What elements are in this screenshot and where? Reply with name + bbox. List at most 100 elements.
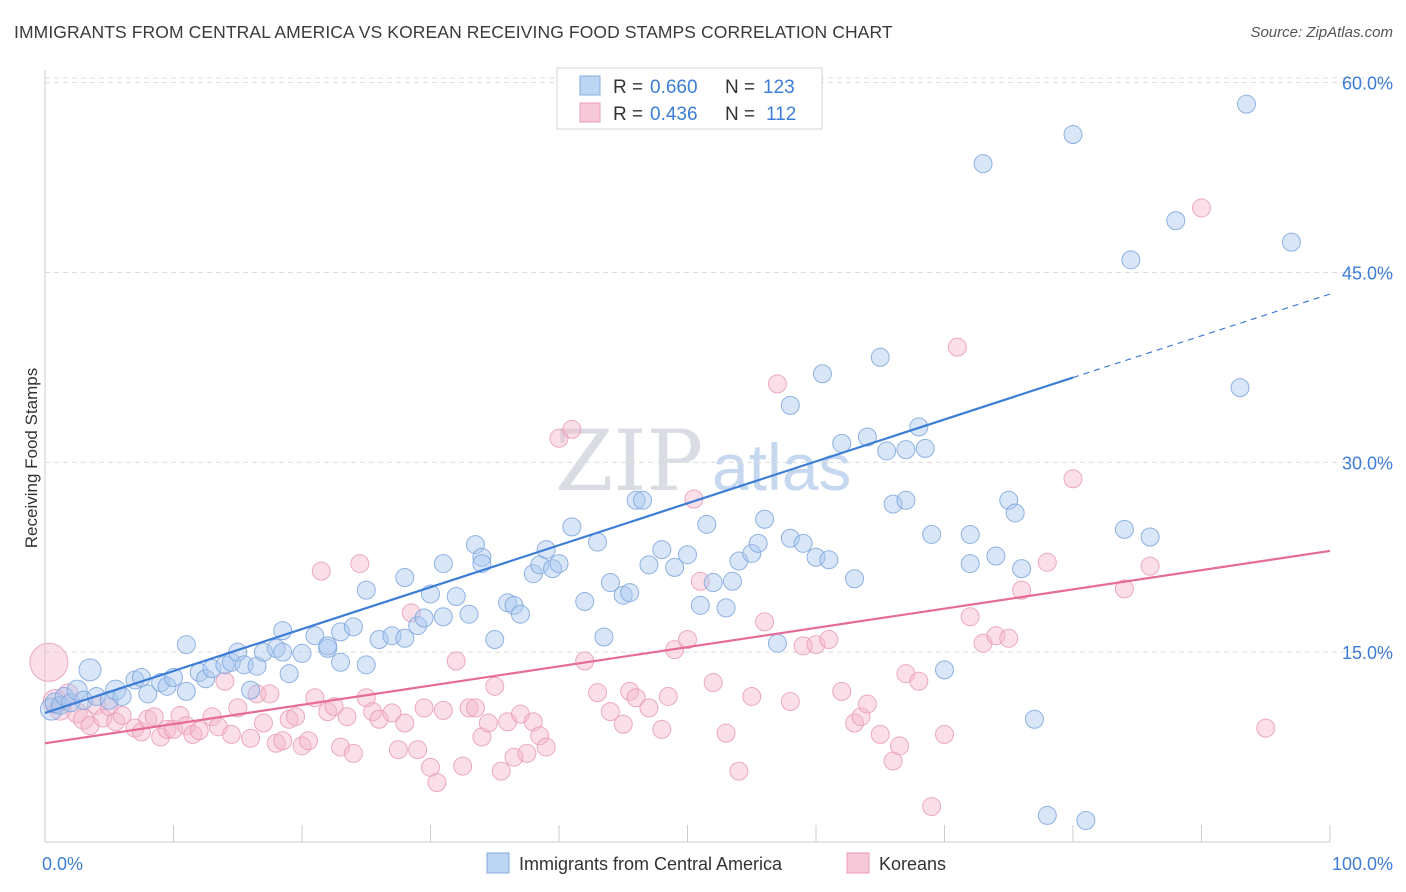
pink-points-point-118 — [1140, 556, 1160, 576]
pink-points-point-100 — [851, 707, 871, 727]
legend-blue-n-value: 123 — [763, 77, 795, 98]
source-label: Source: ZipAtlas.com — [1250, 24, 1393, 41]
pink-points-point-70 — [523, 712, 543, 732]
blue-points-point-119 — [1121, 250, 1141, 270]
pink-points-point-83 — [658, 686, 678, 706]
pink-points-point-35 — [286, 707, 306, 727]
blue-points-point-32 — [273, 621, 293, 641]
blue-points-point-91 — [793, 533, 813, 553]
pink-points-point-50 — [388, 740, 408, 760]
pink-points-point-81 — [639, 698, 659, 718]
trend-line-koreans — [44, 549, 1331, 745]
blue-points-point-57 — [485, 630, 505, 650]
pink-points-point-71 — [530, 726, 550, 746]
blue-points-point-46 — [395, 628, 415, 648]
pink-points-point-107 — [922, 797, 942, 817]
pink-points-point-114 — [1012, 580, 1032, 600]
pink-points-point-47 — [363, 702, 383, 722]
blue-points-point-42 — [356, 655, 376, 675]
blue-points-point-70 — [600, 573, 620, 593]
pink-points-point-98 — [832, 681, 852, 701]
pink-points-point-88 — [703, 673, 723, 693]
legend-blue-swatch — [579, 75, 601, 96]
blue-points-point-54 — [465, 535, 485, 555]
blue-points-point-121 — [1166, 211, 1186, 231]
blue-points-point-122 — [1230, 378, 1250, 398]
blue-points-point-31 — [273, 642, 293, 662]
pink-points-point-72 — [536, 737, 556, 757]
pink-points-point-30 — [253, 713, 273, 733]
blue-points-point-19 — [176, 635, 196, 655]
blue-points-point-83 — [722, 571, 742, 591]
watermark: ZIP atlas — [555, 412, 851, 510]
blue-points-point-79 — [690, 595, 710, 615]
pink-points-point-26 — [221, 724, 241, 744]
blue-points-point-53 — [459, 604, 479, 624]
pink-points-point-8 — [93, 708, 113, 728]
blue-points-point-86 — [748, 533, 768, 553]
pink-points-point-53 — [408, 740, 428, 760]
blue-points-point-114 — [1024, 709, 1044, 729]
blue-points-point-14 — [138, 684, 158, 704]
pink-points-point-19 — [170, 705, 190, 725]
blue-points-point-94 — [819, 550, 839, 570]
blue-points-point-93 — [812, 364, 832, 384]
blue-points-point-104 — [915, 438, 935, 458]
blue-points-point-43 — [369, 630, 389, 650]
blue-points-point-51 — [433, 607, 453, 627]
pink-points-point-93 — [767, 374, 787, 394]
blue-points-point-18 — [176, 681, 196, 701]
pink-points-point-106 — [909, 671, 929, 691]
pink-points-point-74 — [562, 419, 582, 439]
blue-points-point-89 — [780, 395, 800, 415]
legend-pink-n-label: N = — [725, 104, 755, 125]
pink-points-point-117 — [1114, 579, 1134, 599]
pink-points-point-91 — [742, 686, 762, 706]
pink-points-point-44 — [343, 743, 363, 763]
pink-points-point-69 — [517, 743, 537, 763]
pink-points-point-0 — [29, 642, 69, 682]
pink-points-point-51 — [395, 713, 415, 733]
blue-points-point-111 — [999, 490, 1019, 510]
pink-points-point-57 — [433, 700, 453, 720]
blue-points-point-60 — [510, 604, 530, 624]
blue-points-point-15 — [151, 673, 171, 693]
pink-points-point-76 — [588, 683, 608, 703]
pink-points-point-102 — [870, 724, 890, 744]
pink-points-point-96 — [806, 635, 826, 655]
trend-line-central-america-extension — [1072, 293, 1331, 379]
watermark-zip: ZIP — [555, 412, 703, 510]
blue-points-point-105 — [922, 524, 942, 544]
y-tick-label-1: 30.0% — [1342, 453, 1393, 473]
blue-points-point-112 — [1005, 503, 1025, 523]
pink-points-point-60 — [459, 698, 479, 718]
legend-pink-r-value: 0.436 — [650, 104, 698, 125]
pink-points-point-65 — [491, 761, 511, 781]
blue-points-point-76 — [652, 540, 672, 560]
pink-points-point-33 — [273, 731, 293, 751]
pink-points-point-101 — [857, 694, 877, 714]
trend-line-central-america — [44, 376, 1074, 714]
blue-points-point-30 — [266, 638, 286, 658]
pink-points-point-94 — [780, 692, 800, 712]
axes — [44, 70, 1331, 843]
pink-points-point-78 — [613, 714, 633, 734]
blue-points-point-29 — [253, 642, 273, 662]
pink-points-point-46 — [356, 688, 376, 708]
blue-points-point-109 — [973, 154, 993, 174]
blue-points-point-65 — [549, 554, 569, 574]
pink-points-point-120 — [1256, 718, 1276, 738]
pink-points-point-58 — [446, 651, 466, 671]
trend-lines — [44, 293, 1331, 745]
blue-points-point-82 — [716, 598, 736, 618]
blue-points-point-28 — [247, 656, 267, 676]
blue-points-point-95 — [832, 433, 852, 453]
blue-points-point-37 — [318, 636, 338, 656]
pink-points-point-28 — [241, 728, 261, 748]
watermark-atlas: atlas — [712, 430, 851, 504]
legend-blue-r-value: 0.660 — [650, 77, 698, 98]
blue-points-point-100 — [883, 494, 903, 514]
x-tick-label-max: 100.0% — [1332, 854, 1393, 874]
blue-points-point-67 — [575, 592, 595, 612]
